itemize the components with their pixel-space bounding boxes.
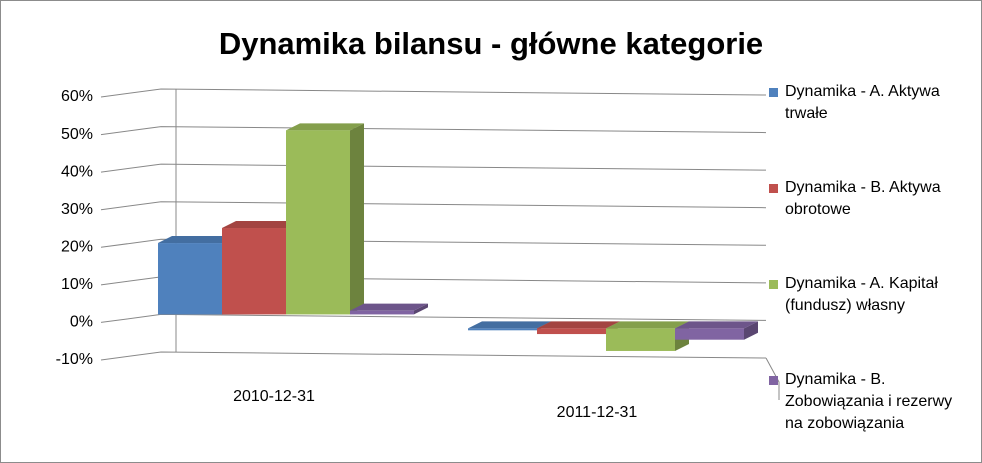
bar [350,310,414,315]
bar [537,328,606,335]
legend-item: Dynamika - A. Kapitał (fundusz) własny [769,273,974,317]
bar-side [744,321,758,340]
bar [606,328,675,351]
legend-swatch [769,376,778,385]
bar [222,228,286,315]
bar [675,328,744,340]
y-tick-label: 40% [61,163,93,180]
legend-item: Dynamika - A. Aktywa trwałe [769,81,974,125]
legend-item: Dynamika - B. Zobowiązania i rezerwy na … [769,369,974,435]
y-tick-label: 50% [61,126,93,143]
grid-line [100,201,767,211]
legend-swatch [769,88,778,97]
bar-side [414,303,428,315]
y-tick-label: 60% [61,88,93,105]
legend-label: Dynamika - A. Kapitał (fundusz) własny [785,275,938,314]
legend-swatch [769,280,778,289]
legend-label: Dynamika - B. Zobowiązania i rezerwy na … [785,371,953,432]
bar [468,328,537,331]
bar [286,130,350,315]
grid-line [100,126,767,136]
floor-edge [765,357,780,400]
y-tick-label: 30% [61,201,93,218]
legend-label: Dynamika - B. Aktywa obrotowe [785,179,941,218]
grid-line [100,313,767,323]
grid-line [100,88,767,98]
y-tick-label: -10% [56,351,93,368]
bar-top [158,236,236,244]
legend-label: Dynamika - A. Aktywa trwałe [785,83,940,122]
y-tick-label: 10% [61,276,93,293]
bar-top [537,321,620,329]
chart-title: Dynamika bilansu - główne kategorie [219,26,763,61]
bar-top [286,123,364,131]
bar-side [350,123,364,315]
legend-item: Dynamika - B. Aktywa obrotowe [769,177,974,221]
grid-line [100,163,767,173]
bar-top [675,321,758,329]
x-tick-label: 2010-12-31 [233,388,315,405]
bar-top [350,303,428,311]
y-tick-label: 20% [61,239,93,256]
bar-top [606,321,689,329]
bar [158,243,222,315]
grid-line [100,351,767,361]
y-tick-label: 0% [70,314,93,331]
x-tick-label: 2011-12-31 [557,404,638,421]
grid-line [100,238,767,248]
legend-swatch [769,184,778,193]
bar-top [222,221,300,229]
bar-top [468,321,551,329]
